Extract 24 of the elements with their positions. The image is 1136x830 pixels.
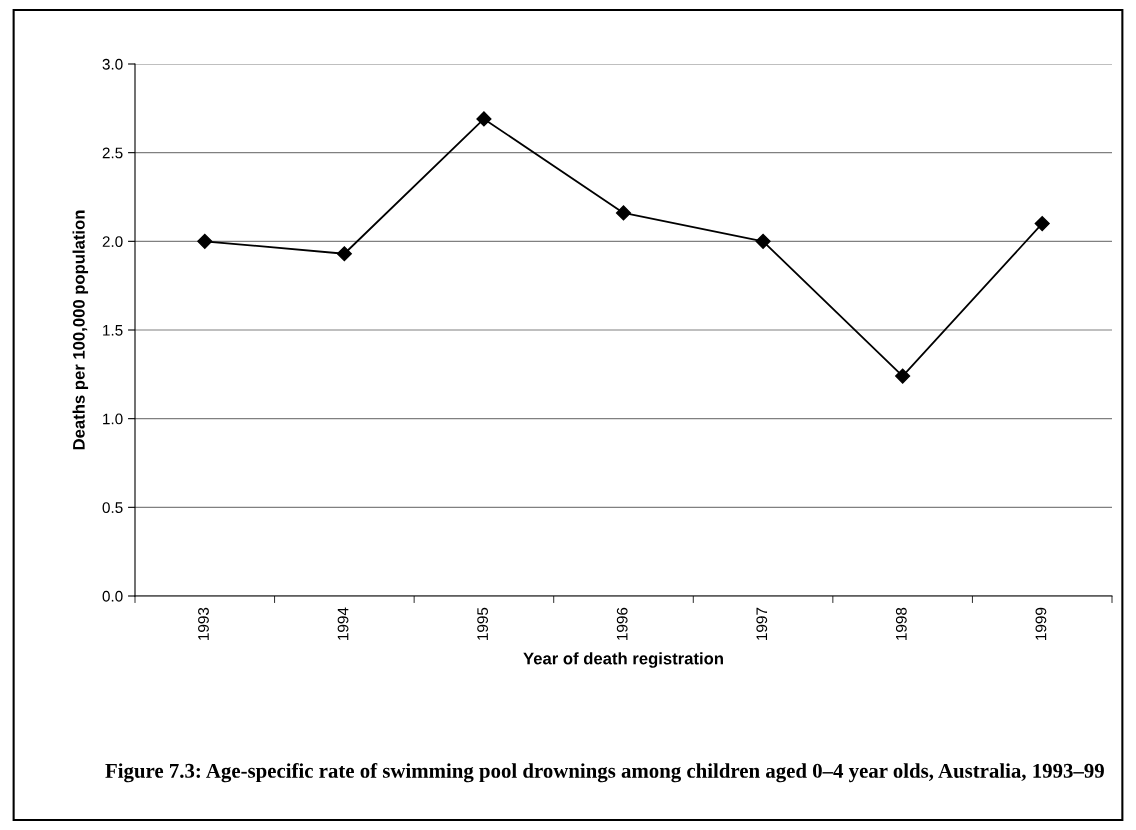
x-tick-label: 1994 bbox=[337, 607, 349, 640]
y-tick-label: 0.0 bbox=[102, 590, 123, 602]
x-tick-label: 1998 bbox=[895, 607, 907, 640]
x-tick-label: 1996 bbox=[616, 607, 628, 640]
x-axis-title: Year of death registration bbox=[523, 652, 723, 668]
y-tick-label: 0.5 bbox=[102, 502, 123, 514]
y-tick-label: 1.0 bbox=[103, 413, 123, 425]
point bbox=[197, 233, 213, 249]
x-tick-label: 1997 bbox=[756, 607, 768, 640]
point bbox=[476, 111, 492, 127]
x-tick-label: 1995 bbox=[477, 607, 489, 640]
y-tick-label: 2.0 bbox=[102, 236, 123, 248]
point bbox=[895, 368, 911, 384]
x-tick-label: 1999 bbox=[1035, 607, 1047, 640]
y-tick-label: 3.0 bbox=[102, 58, 123, 70]
x-tick-label: 1993 bbox=[198, 607, 209, 640]
point bbox=[755, 233, 771, 249]
point bbox=[1034, 216, 1050, 232]
point bbox=[615, 205, 632, 221]
caption: Figure 7.3: Age-specific rate of swimming pool drownings among children aged 0–4 year olds, Australia, 1993–99 bbox=[105, 763, 1104, 783]
y-tick-label: 2.5 bbox=[102, 147, 123, 159]
y-tick-label: 1.5 bbox=[103, 325, 123, 336]
point bbox=[336, 246, 352, 262]
y-axis-title: Deaths per 100,000 population bbox=[72, 210, 89, 450]
